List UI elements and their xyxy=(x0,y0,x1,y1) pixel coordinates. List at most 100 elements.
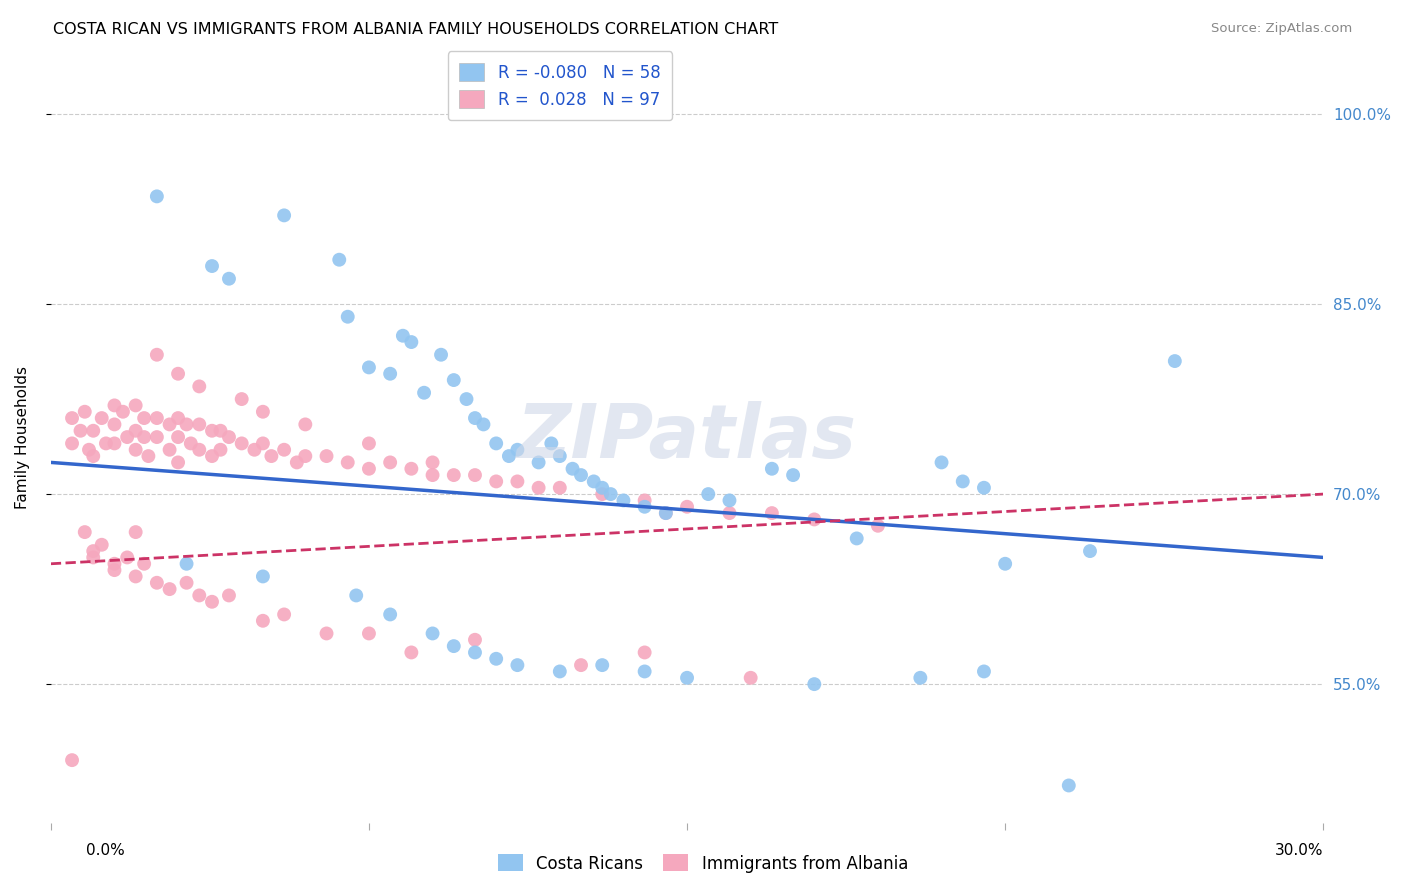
Point xyxy=(485,436,508,450)
Point xyxy=(146,411,169,425)
Point xyxy=(569,658,592,673)
Point xyxy=(176,417,198,432)
Point xyxy=(124,525,146,540)
Point xyxy=(167,411,190,425)
Point xyxy=(294,417,316,432)
Point xyxy=(718,506,741,520)
Point xyxy=(146,575,169,590)
Point xyxy=(73,405,96,419)
Point xyxy=(485,475,508,489)
Point xyxy=(485,652,508,666)
Text: 0.0%: 0.0% xyxy=(86,843,125,858)
Point xyxy=(176,557,198,571)
Point xyxy=(103,417,125,432)
Point xyxy=(60,411,83,425)
Point xyxy=(803,677,825,691)
Text: Source: ZipAtlas.com: Source: ZipAtlas.com xyxy=(1212,22,1353,36)
Point xyxy=(443,373,465,387)
Point xyxy=(378,455,401,469)
Point xyxy=(176,575,198,590)
Point xyxy=(1057,779,1080,793)
Point xyxy=(973,481,995,495)
Point xyxy=(243,442,266,457)
Point xyxy=(591,481,613,495)
Point xyxy=(201,424,224,438)
Point xyxy=(540,436,562,450)
Point xyxy=(167,367,190,381)
Point xyxy=(328,252,350,267)
Point xyxy=(357,436,380,450)
Point xyxy=(218,271,240,285)
Point xyxy=(252,405,274,419)
Point xyxy=(124,424,146,438)
Point xyxy=(167,455,190,469)
Point xyxy=(472,417,495,432)
Point xyxy=(188,379,211,393)
Point xyxy=(218,430,240,444)
Point xyxy=(159,442,181,457)
Point xyxy=(209,424,232,438)
Point xyxy=(761,506,783,520)
Point xyxy=(506,475,529,489)
Legend: Costa Ricans, Immigrants from Albania: Costa Ricans, Immigrants from Albania xyxy=(491,847,915,880)
Point xyxy=(952,475,974,489)
Point xyxy=(231,392,253,406)
Point xyxy=(633,500,655,514)
Point xyxy=(159,417,181,432)
Point xyxy=(124,569,146,583)
Point xyxy=(910,671,932,685)
Point xyxy=(315,626,337,640)
Point xyxy=(336,455,359,469)
Point xyxy=(443,639,465,653)
Point xyxy=(201,595,224,609)
Point xyxy=(782,468,804,483)
Point xyxy=(430,348,453,362)
Point xyxy=(378,607,401,622)
Point xyxy=(633,665,655,679)
Point xyxy=(231,436,253,450)
Point xyxy=(115,430,138,444)
Point xyxy=(527,455,550,469)
Point xyxy=(413,385,436,400)
Point xyxy=(146,430,169,444)
Point xyxy=(464,468,486,483)
Point xyxy=(676,500,699,514)
Point xyxy=(422,468,444,483)
Point xyxy=(845,532,868,546)
Point xyxy=(344,589,367,603)
Point xyxy=(134,411,156,425)
Point xyxy=(401,334,423,349)
Point xyxy=(188,417,211,432)
Point xyxy=(527,481,550,495)
Point xyxy=(548,449,571,463)
Point xyxy=(336,310,359,324)
Point xyxy=(591,658,613,673)
Point xyxy=(209,442,232,457)
Text: 30.0%: 30.0% xyxy=(1275,843,1323,858)
Point xyxy=(103,557,125,571)
Point xyxy=(94,436,117,450)
Point xyxy=(548,665,571,679)
Point xyxy=(464,411,486,425)
Point xyxy=(506,658,529,673)
Point xyxy=(464,645,486,659)
Point xyxy=(252,436,274,450)
Point xyxy=(82,424,104,438)
Point xyxy=(273,607,295,622)
Point xyxy=(633,493,655,508)
Point xyxy=(82,544,104,558)
Point xyxy=(252,569,274,583)
Text: ZIPatlas: ZIPatlas xyxy=(517,401,858,474)
Point xyxy=(218,589,240,603)
Point xyxy=(90,538,112,552)
Point xyxy=(422,455,444,469)
Point xyxy=(1078,544,1101,558)
Point xyxy=(138,449,160,463)
Point xyxy=(159,582,181,596)
Point xyxy=(740,671,762,685)
Point xyxy=(103,436,125,450)
Point xyxy=(134,557,156,571)
Point xyxy=(582,475,605,489)
Point xyxy=(115,550,138,565)
Point xyxy=(82,449,104,463)
